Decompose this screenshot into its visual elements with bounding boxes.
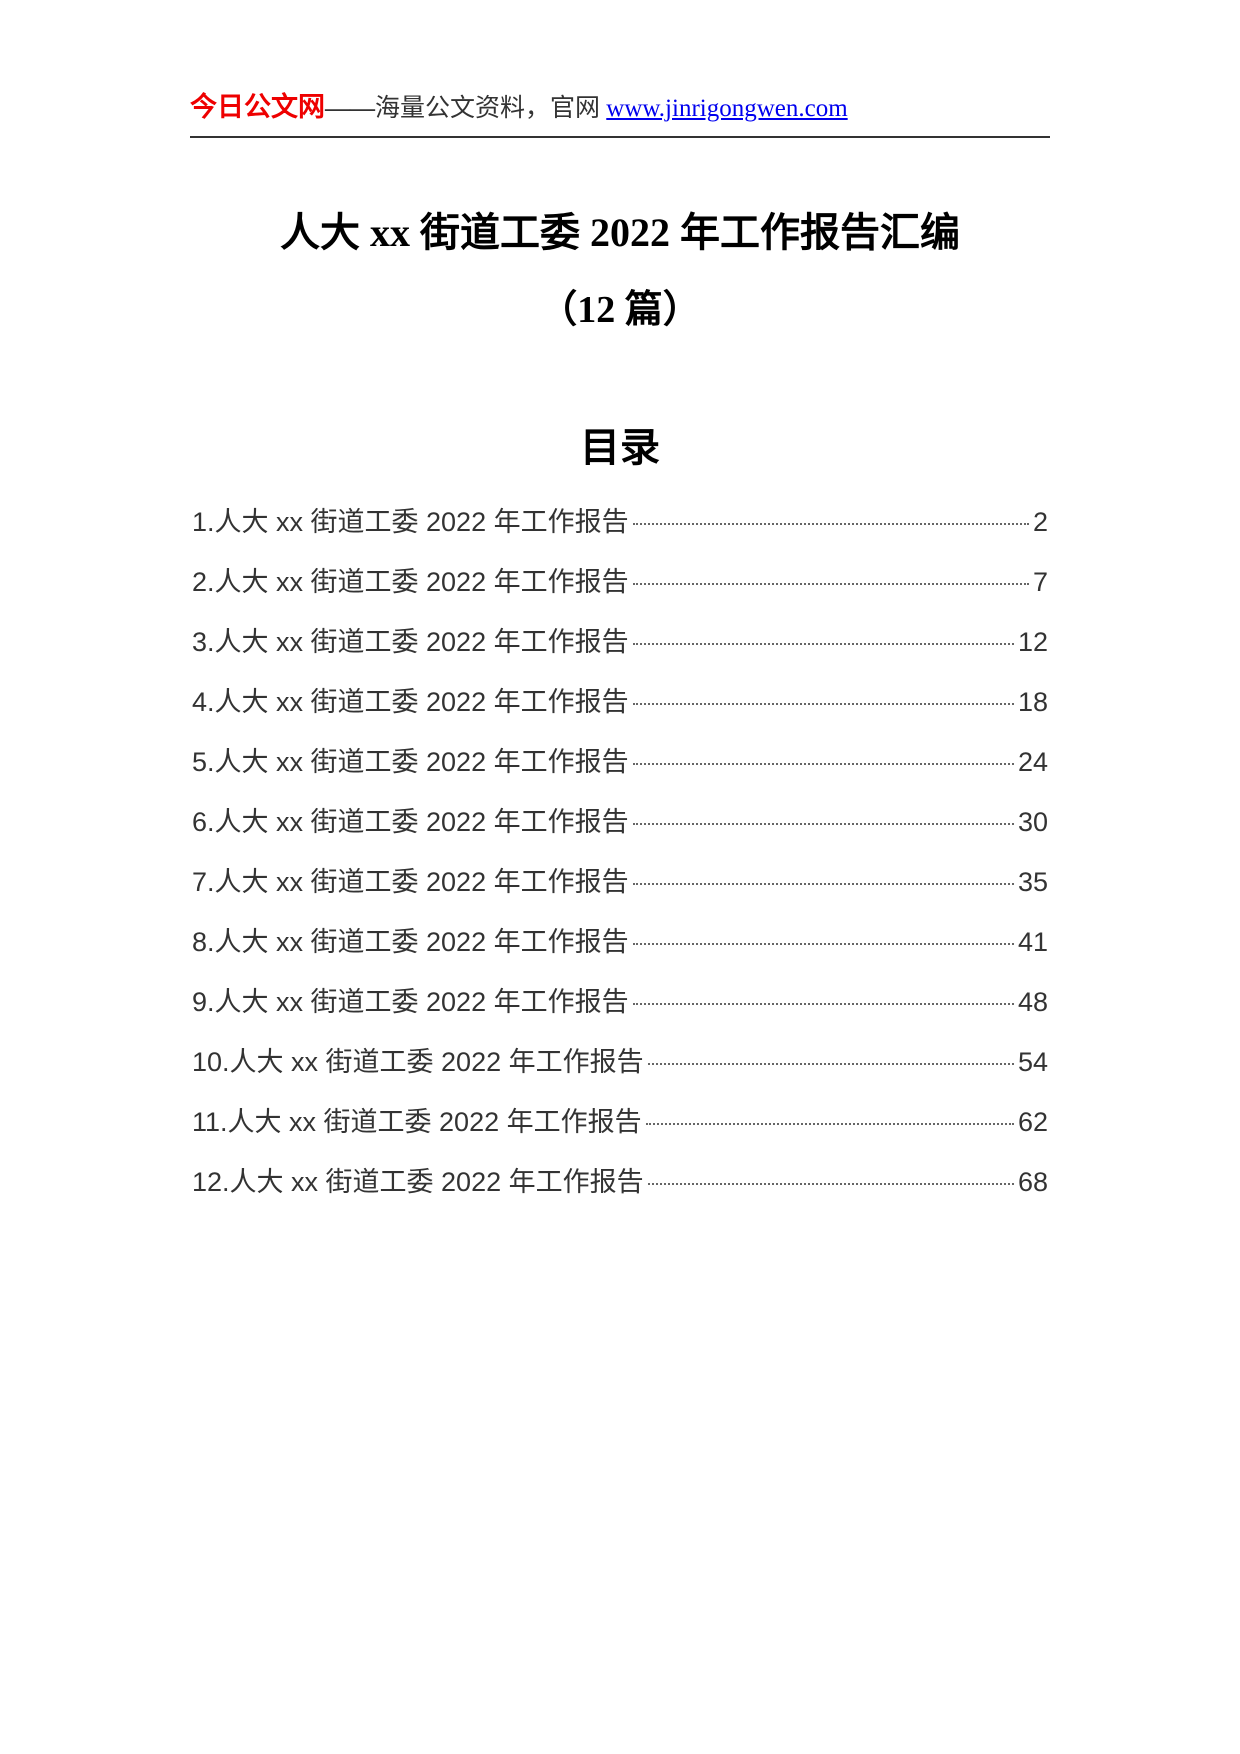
toc-dots bbox=[648, 1183, 1014, 1185]
toc-item-page: 12 bbox=[1018, 627, 1048, 658]
toc-item[interactable]: 11.人大 xx 街道工委 2022 年工作报告 62 bbox=[192, 1100, 1048, 1139]
sub-title: （12 篇） bbox=[0, 278, 1240, 333]
toc-dots bbox=[633, 943, 1014, 945]
toc-item[interactable]: 3.人大 xx 街道工委 2022 年工作报告 12 bbox=[192, 620, 1048, 659]
site-url-link[interactable]: www.jinrigongwen.com bbox=[606, 95, 847, 122]
toc-item-page: 30 bbox=[1018, 807, 1048, 838]
toc-item-text: 3.人大 xx 街道工委 2022 年工作报告 bbox=[192, 620, 629, 659]
toc-item[interactable]: 5.人大 xx 街道工委 2022 年工作报告 24 bbox=[192, 740, 1048, 779]
toc-item[interactable]: 7.人大 xx 街道工委 2022 年工作报告 35 bbox=[192, 860, 1048, 899]
site-name: 今日公文网 bbox=[190, 92, 325, 122]
toc-dots bbox=[633, 763, 1014, 765]
toc-item-page: 68 bbox=[1018, 1167, 1048, 1198]
toc-item[interactable]: 6.人大 xx 街道工委 2022 年工作报告 30 bbox=[192, 800, 1048, 839]
toc-item[interactable]: 12.人大 xx 街道工委 2022 年工作报告 68 bbox=[192, 1160, 1048, 1199]
toc-item-text: 6.人大 xx 街道工委 2022 年工作报告 bbox=[192, 800, 629, 839]
toc-item-page: 7 bbox=[1033, 567, 1048, 598]
toc-item-page: 2 bbox=[1033, 507, 1048, 538]
toc-item-page: 41 bbox=[1018, 927, 1048, 958]
toc-item-page: 24 bbox=[1018, 747, 1048, 778]
toc-dots bbox=[633, 643, 1014, 645]
toc-item-text: 2.人大 xx 街道工委 2022 年工作报告 bbox=[192, 560, 629, 599]
main-title: 人大 xx 街道工委 2022 年工作报告汇编 bbox=[0, 200, 1240, 258]
toc-item-text: 4.人大 xx 街道工委 2022 年工作报告 bbox=[192, 680, 629, 719]
toc-dots bbox=[633, 1003, 1014, 1005]
toc-item[interactable]: 10.人大 xx 街道工委 2022 年工作报告 54 bbox=[192, 1040, 1048, 1079]
toc-item-text: 10.人大 xx 街道工委 2022 年工作报告 bbox=[192, 1040, 644, 1079]
toc-item[interactable]: 8.人大 xx 街道工委 2022 年工作报告 41 bbox=[192, 920, 1048, 959]
toc-item-text: 1.人大 xx 街道工委 2022 年工作报告 bbox=[192, 500, 629, 539]
toc-item-page: 62 bbox=[1018, 1107, 1048, 1138]
toc-dots bbox=[633, 823, 1014, 825]
header-description: 海量公文资料，官网 bbox=[375, 95, 606, 122]
toc-item-text: 12.人大 xx 街道工委 2022 年工作报告 bbox=[192, 1160, 644, 1199]
toc-item-page: 48 bbox=[1018, 987, 1048, 1018]
toc-item[interactable]: 2.人大 xx 街道工委 2022 年工作报告 7 bbox=[192, 560, 1048, 599]
toc-dots bbox=[633, 883, 1014, 885]
toc-dots bbox=[633, 703, 1014, 705]
toc-list: 1.人大 xx 街道工委 2022 年工作报告 2 2.人大 xx 街道工委 2… bbox=[192, 500, 1048, 1220]
toc-item-text: 11.人大 xx 街道工委 2022 年工作报告 bbox=[192, 1100, 642, 1139]
header-dash: —— bbox=[325, 95, 375, 122]
toc-item-text: 9.人大 xx 街道工委 2022 年工作报告 bbox=[192, 980, 629, 1019]
toc-item[interactable]: 4.人大 xx 街道工委 2022 年工作报告 18 bbox=[192, 680, 1048, 719]
toc-heading: 目录 bbox=[0, 415, 1240, 473]
toc-dots bbox=[633, 523, 1029, 525]
toc-item-text: 7.人大 xx 街道工委 2022 年工作报告 bbox=[192, 860, 629, 899]
header-content: 今日公文网——海量公文资料，官网 www.jinrigongwen.com bbox=[190, 95, 848, 122]
toc-item-page: 54 bbox=[1018, 1047, 1048, 1078]
toc-item[interactable]: 9.人大 xx 街道工委 2022 年工作报告 48 bbox=[192, 980, 1048, 1019]
toc-dots bbox=[648, 1063, 1014, 1065]
toc-item-page: 35 bbox=[1018, 867, 1048, 898]
toc-dots bbox=[646, 1123, 1014, 1125]
page-header: 今日公文网——海量公文资料，官网 www.jinrigongwen.com bbox=[190, 85, 1050, 138]
toc-dots bbox=[633, 583, 1029, 585]
toc-item-page: 18 bbox=[1018, 687, 1048, 718]
toc-item-text: 5.人大 xx 街道工委 2022 年工作报告 bbox=[192, 740, 629, 779]
toc-item-text: 8.人大 xx 街道工委 2022 年工作报告 bbox=[192, 920, 629, 959]
toc-item[interactable]: 1.人大 xx 街道工委 2022 年工作报告 2 bbox=[192, 500, 1048, 539]
